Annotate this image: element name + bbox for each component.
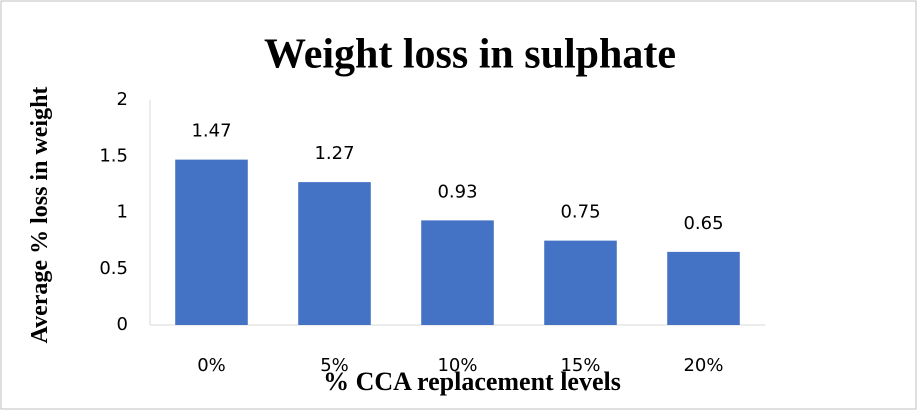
data-label: 1.47 bbox=[191, 121, 231, 142]
bar bbox=[667, 251, 740, 325]
chart-title: Weight loss in sulphate bbox=[264, 32, 676, 78]
y-tick-label: 0 bbox=[117, 314, 128, 335]
y-axis-label-group: Average % loss in weight bbox=[27, 86, 53, 344]
bar bbox=[544, 240, 617, 325]
data-label: 0.65 bbox=[683, 213, 723, 234]
y-tick-label: 1.5 bbox=[99, 145, 128, 166]
data-label: 0.93 bbox=[437, 181, 477, 202]
x-tick-label: 15% bbox=[560, 355, 600, 376]
data-label: 1.27 bbox=[314, 143, 354, 164]
x-tick-label: 0% bbox=[197, 355, 226, 376]
bar bbox=[175, 159, 248, 325]
y-axis-label-box: Average % loss in weight bbox=[27, 86, 53, 344]
x-tick-label: 20% bbox=[683, 355, 723, 376]
x-tick-label: 10% bbox=[437, 355, 477, 376]
y-tick-label: 2 bbox=[117, 89, 128, 110]
bar bbox=[298, 182, 371, 325]
bar bbox=[421, 220, 494, 325]
y-tick-label: 1 bbox=[117, 202, 128, 223]
data-label: 0.75 bbox=[560, 202, 600, 223]
x-tick-label: 5% bbox=[320, 355, 349, 376]
y-tick-label: 0.5 bbox=[99, 258, 128, 279]
x-axis-label: % CCA replacement levels bbox=[323, 367, 621, 396]
y-axis-label: Average % loss in weight bbox=[27, 86, 53, 344]
